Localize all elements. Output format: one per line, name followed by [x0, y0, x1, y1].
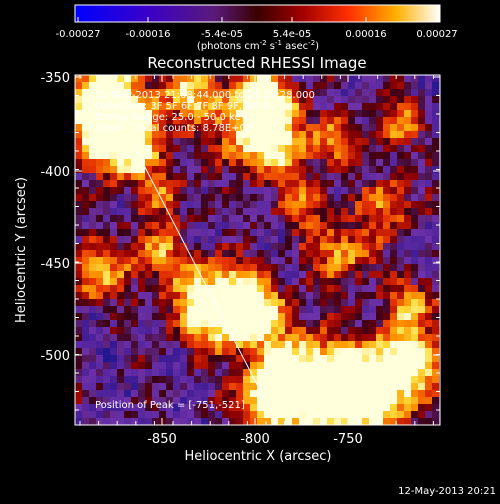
colorbar-tick-label: 0.00027	[416, 29, 457, 40]
axis-ticks	[75, 75, 440, 425]
x-axis-label: Heliocentric X (arcsec)	[185, 449, 332, 464]
info-detectors: Detectors: 3F 5F 6F 7F 8F 9F, Att 0	[95, 101, 269, 112]
colorbar-tick-label: -5.4e-05	[201, 29, 243, 40]
x-tick-label: -750	[333, 432, 363, 447]
peak-guide-line	[131, 141, 265, 399]
y-tick-label: -350	[40, 71, 70, 86]
colorbar-ticks	[77, 17, 438, 22]
colorbar	[74, 4, 441, 23]
y-tick-label: -450	[40, 257, 70, 272]
colorbar-tick-label: 5.4e-05	[273, 29, 311, 40]
x-tick-label: -850	[147, 432, 177, 447]
colorbar-tick-label: -0.00027	[56, 29, 101, 40]
info-energy-range: Energy Range: 25.0 - 50.0 keV	[95, 112, 248, 123]
info-time-range: 12-May-2013 21:08:44.000 to 21:15:28.000	[95, 90, 315, 101]
info-total-counts: Clean Total counts: 8.78E+03	[95, 123, 252, 134]
y-tick-label: -500	[40, 349, 70, 364]
colorbar-units: (photons cm-2 s-1 asec-2)	[197, 39, 319, 52]
y-tick-label: -400	[40, 165, 70, 180]
x-tick-label: -800	[240, 432, 270, 447]
plot-frame	[74, 74, 441, 426]
footer-timestamp: 12-May-2013 20:21	[398, 486, 496, 497]
peak-position: Position of Peak = [-751,-521]	[95, 400, 245, 411]
colorbar-tick-label: -0.00016	[126, 29, 171, 40]
colorbar-tick-label: 0.00016	[345, 29, 386, 40]
plot-title: Reconstructed RHESSI Image	[147, 54, 366, 72]
y-axis-label: Heliocentric Y (arcsec)	[14, 177, 29, 323]
